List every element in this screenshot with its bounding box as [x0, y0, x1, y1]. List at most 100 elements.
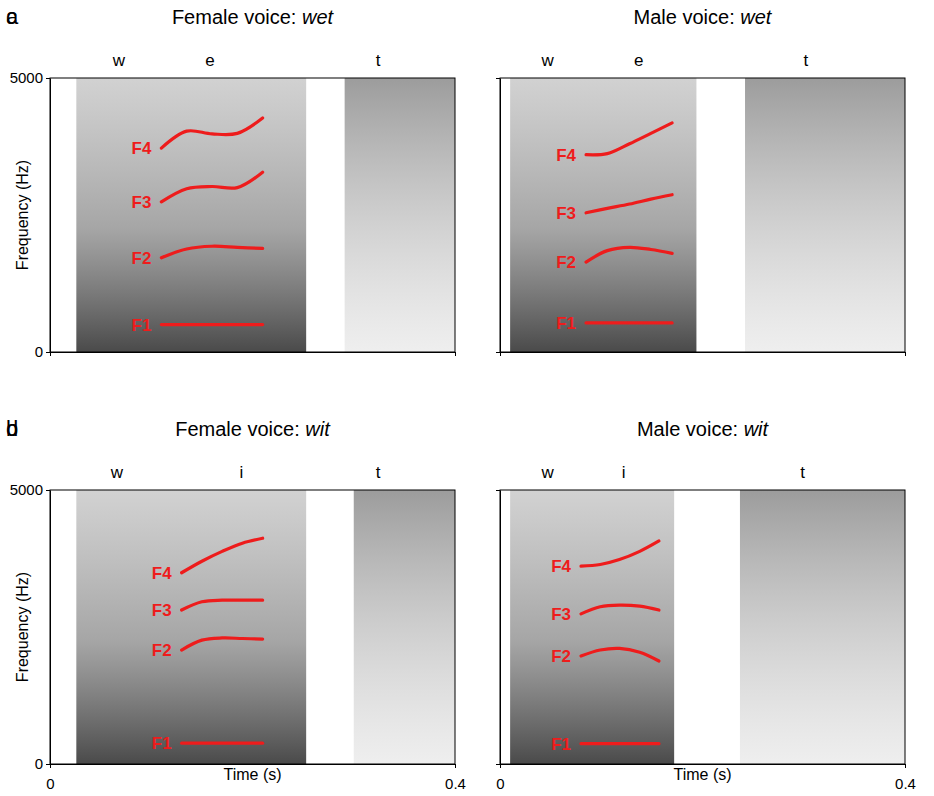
panel: Male voice: wet c w e t F4 F3 F2 F1: [6, 4, 906, 356]
x-tick-mark: [905, 352, 906, 356]
y-tick: [496, 490, 500, 491]
formant-line: [581, 742, 659, 745]
voiced-energy: [510, 490, 674, 764]
formant-label: F1: [132, 316, 152, 335]
segment-label: w: [112, 51, 126, 70]
x-tick-mark: [500, 764, 501, 768]
formant-label: F3: [551, 605, 571, 624]
y-tick-mark: [496, 490, 500, 491]
panel-title: Male voice: wit: [637, 418, 770, 440]
y-tick-label: 5000: [10, 481, 43, 498]
x-tick: 0: [496, 764, 504, 792]
x-axis: [51, 352, 456, 356]
y-tick: [496, 78, 500, 79]
segment-label: e: [634, 51, 643, 70]
formant-line: [182, 638, 263, 650]
x-axis: [501, 352, 906, 356]
x-tick: 0.4: [445, 764, 466, 792]
frame: [500, 78, 905, 352]
x-tick: [500, 352, 501, 356]
panel-letter: d: [6, 416, 18, 441]
segment-label: e: [205, 51, 214, 70]
plot-area: [76, 78, 455, 352]
y-tick-mark: [496, 352, 500, 353]
panel-title: Female voice: wit: [175, 418, 331, 440]
y-tick: 5000: [10, 69, 50, 86]
x-tick: [905, 352, 906, 356]
x-axis-line: [501, 764, 906, 765]
formant-label: F4: [132, 139, 152, 158]
formant-label: F3: [556, 204, 576, 223]
segment-label: t: [803, 51, 808, 70]
panel-title: Male voice: wet: [634, 6, 773, 28]
segment-label: w: [110, 463, 124, 482]
formant-line: [182, 742, 263, 745]
y-tick: 0: [35, 343, 50, 360]
formant-line: [161, 246, 262, 258]
y-tick-label: 0: [35, 755, 43, 772]
formant-line: [586, 195, 672, 213]
x-tick: 0.4: [895, 764, 916, 792]
formant-label: F4: [152, 564, 172, 583]
burst-energy: [354, 490, 455, 764]
plot-area: [76, 490, 455, 764]
figure: 05000Frequency (Hz)Female voice: wetawet…: [0, 0, 934, 796]
formant-line: [586, 123, 672, 155]
segment-label: i: [239, 463, 243, 482]
x-axis-title: Time (s): [223, 766, 281, 783]
y-tick-label: 5000: [10, 69, 43, 86]
formant-label: F4: [551, 557, 571, 576]
segment-label: t: [376, 51, 381, 70]
x-axis-line: [51, 352, 456, 353]
formant-label: F2: [132, 249, 152, 268]
formant-line: [182, 600, 263, 610]
x-axis: 00.4: [46, 764, 466, 792]
segment-label: w: [540, 51, 554, 70]
y-axis: 0 5000: [10, 69, 51, 360]
segment-label: t: [376, 463, 381, 482]
formant-line: [586, 321, 672, 324]
y-axis: [496, 79, 501, 353]
formant-line: [182, 538, 263, 573]
formant-label: F2: [152, 641, 172, 660]
x-tick-mark: [905, 764, 906, 768]
panel: 00.4Time (s)Male voice: witdwitF4F3F2F1: [6, 416, 916, 792]
formant-label: F3: [152, 601, 172, 620]
y-axis-line: [50, 79, 51, 353]
x-axis-line: [51, 764, 456, 765]
formant-line: [581, 541, 659, 566]
burst-energy: [745, 78, 905, 352]
y-tick-mark: [46, 352, 50, 353]
y-axis-line: [500, 491, 501, 765]
x-tick-mark: [50, 764, 51, 768]
formant-label: F2: [551, 647, 571, 666]
y-axis-title: Frequency (Hz): [14, 572, 31, 682]
x-axis-title: Time (s): [673, 766, 731, 783]
x-tick-mark: [455, 764, 456, 768]
x-tick-label: 0.4: [445, 775, 466, 792]
panel-title: Female voice: wet: [172, 6, 335, 28]
formant-label: F1: [152, 734, 172, 753]
segment-label: i: [622, 463, 626, 482]
y-axis-title: Frequency (Hz): [14, 160, 31, 270]
y-tick: 0: [35, 755, 50, 772]
formant-label: F3: [132, 193, 152, 212]
frame: [500, 490, 905, 764]
x-tick: [50, 352, 51, 356]
y-tick: [496, 764, 500, 765]
formant-label: F1: [556, 314, 576, 333]
y-axis: [496, 491, 501, 765]
y-tick-mark: [46, 78, 50, 79]
plot-area: [510, 78, 905, 352]
panel: 05000Frequency (Hz)Female voice: wetawet…: [6, 4, 456, 360]
formant-line: [581, 648, 659, 661]
panel-letter: c: [6, 4, 17, 29]
frame: [50, 78, 455, 352]
formant-line: [161, 323, 262, 326]
y-tick: 5000: [10, 481, 50, 498]
formant-line: [161, 172, 262, 202]
x-tick-mark: [50, 352, 51, 356]
y-tick-label: 0: [35, 343, 43, 360]
x-axis-line: [501, 352, 906, 353]
x-tick: 0: [46, 764, 54, 792]
